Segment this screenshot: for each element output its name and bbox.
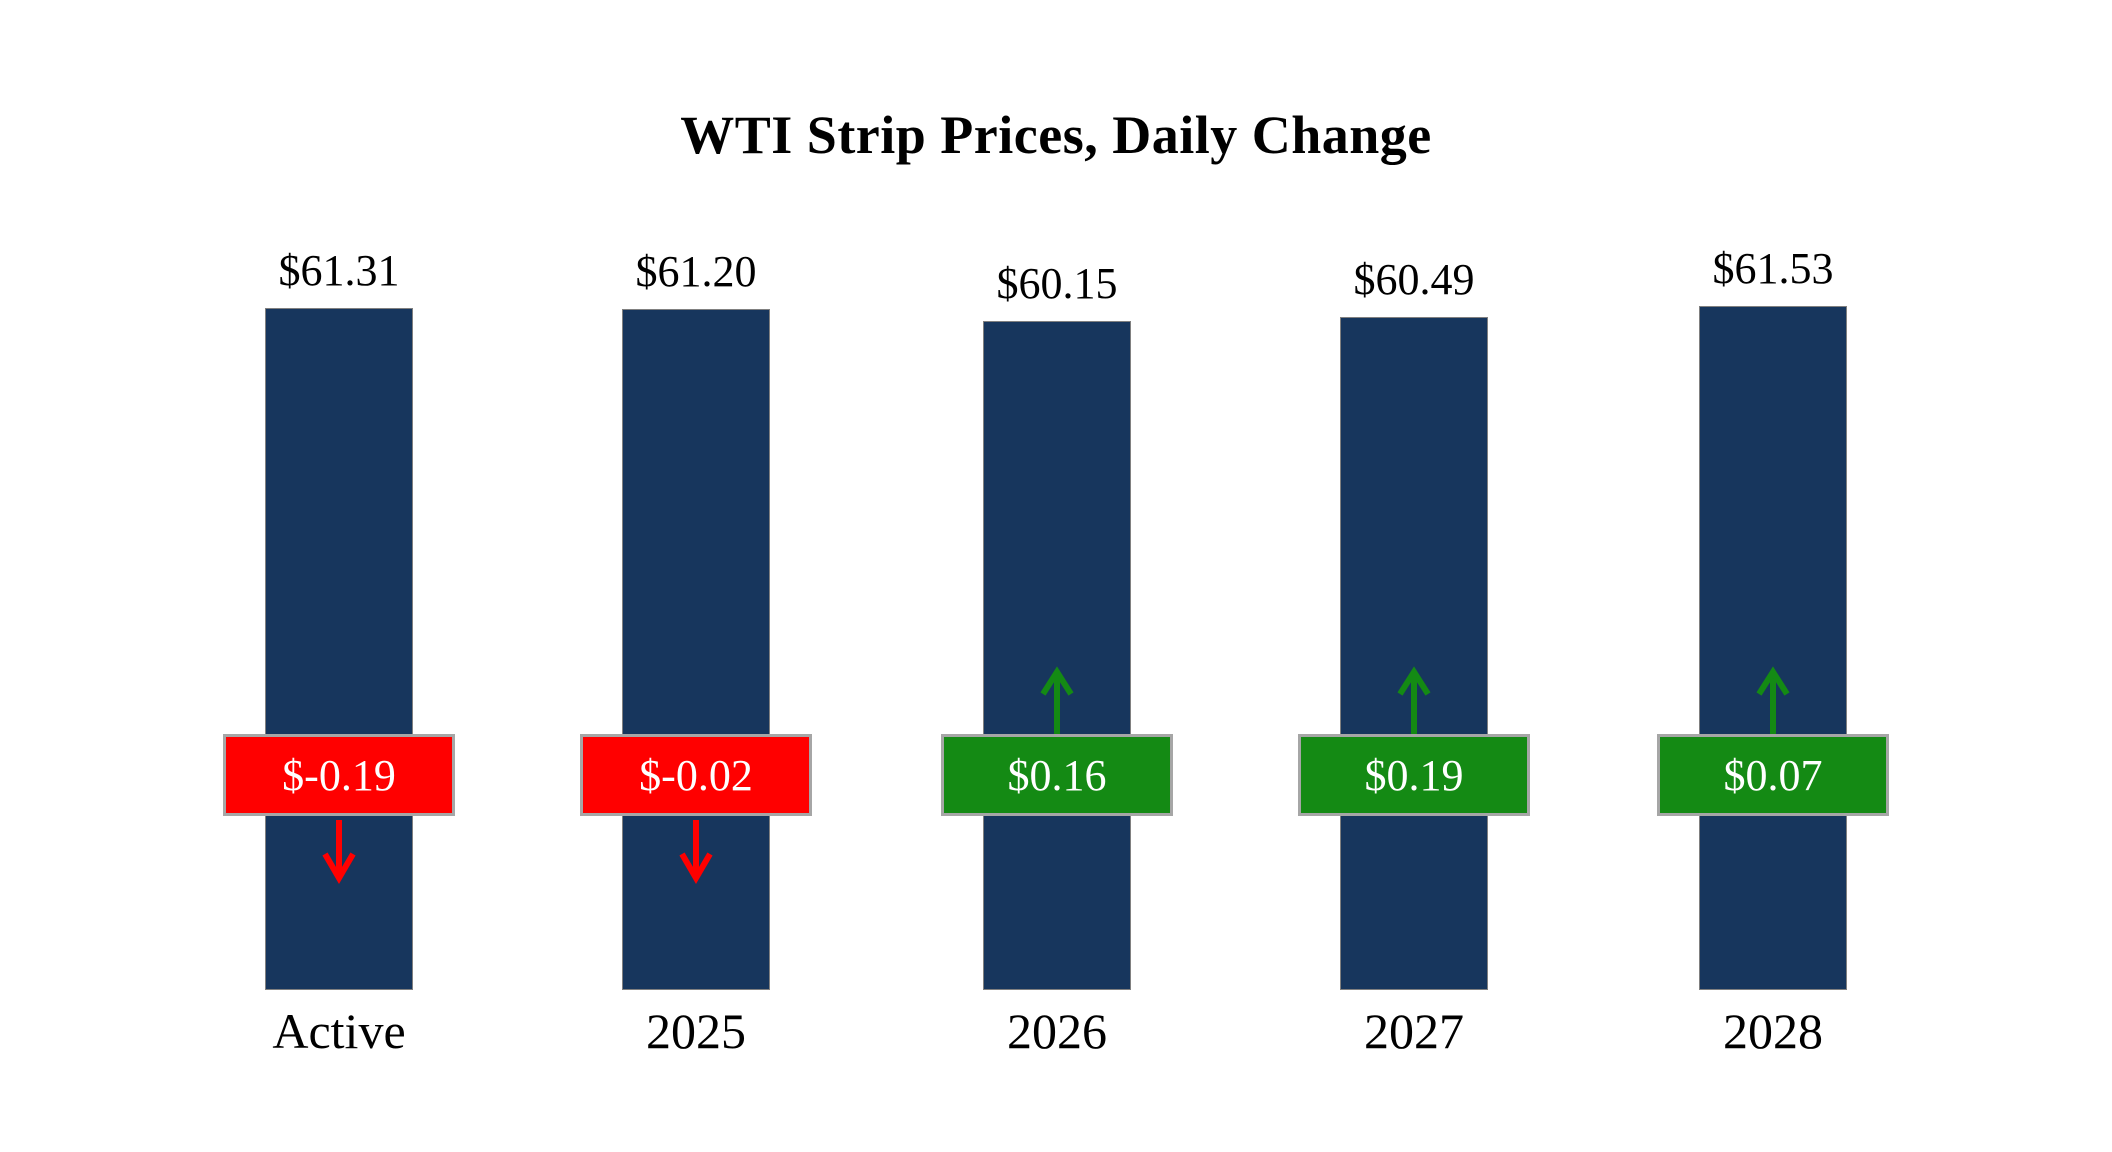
change-badge: $-0.02 [580,734,812,816]
category-label: 2027 [1364,1003,1464,1059]
category-label: 2028 [1723,1003,1823,1059]
price-bar [983,321,1131,990]
price-label: $61.53 [1712,244,1834,293]
price-label: $61.31 [278,246,400,295]
price-label: $60.49 [1353,255,1475,304]
price-bar [1699,306,1847,990]
bar-group-active: $61.31 $-0.19 Active [159,0,519,1152]
price-bar [1340,317,1488,990]
up-arrow-icon [1040,666,1074,734]
price-bar [265,308,413,990]
category-label: 2025 [646,1003,746,1059]
bar-group-2025: $61.20 $-0.02 2025 [516,0,876,1152]
category-label: Active [272,1003,406,1059]
down-arrow-icon [322,820,356,884]
category-label: 2026 [1007,1003,1107,1059]
change-badge: $0.16 [941,734,1173,816]
down-arrow-icon [679,820,713,884]
bar-group-2027: $60.49 $0.19 2027 [1234,0,1594,1152]
price-bar [622,309,770,990]
chart-title: WTI Strip Prices, Daily Change [680,105,1432,165]
change-badge: $0.07 [1657,734,1889,816]
change-badge: $-0.19 [223,734,455,816]
price-label: $60.15 [996,259,1118,308]
price-label: $61.20 [635,247,757,296]
up-arrow-icon [1756,666,1790,734]
bar-group-2028: $61.53 $0.07 2028 [1593,0,1953,1152]
up-arrow-icon [1397,666,1431,734]
change-badge: $0.19 [1298,734,1530,816]
bar-group-2026: $60.15 $0.16 2026 [877,0,1237,1152]
